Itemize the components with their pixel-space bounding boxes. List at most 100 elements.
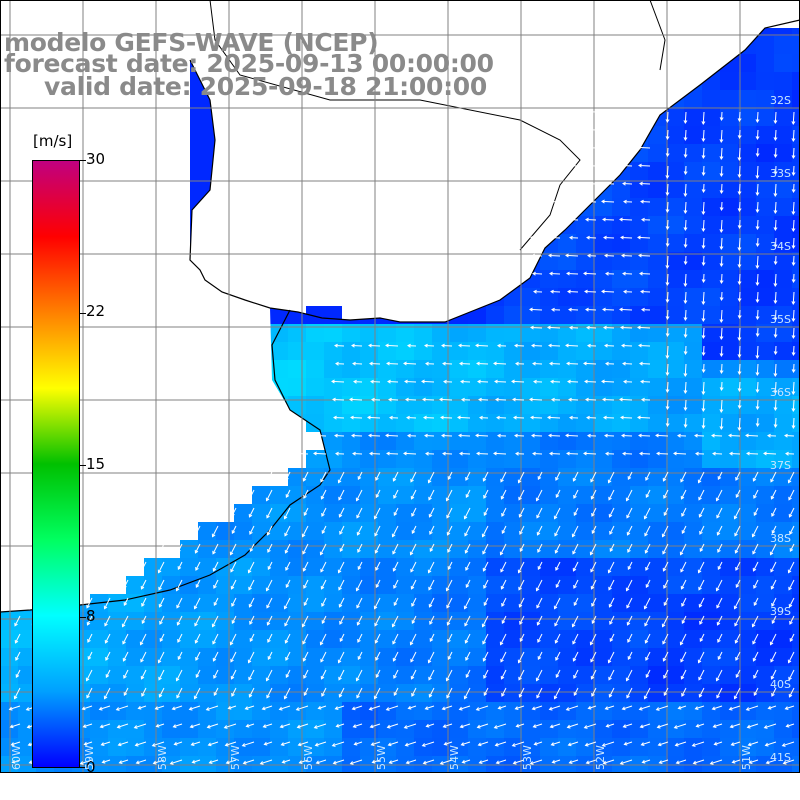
wind-arrow-head <box>568 217 572 222</box>
wind-arrow <box>440 416 453 419</box>
wind-arrow-head <box>638 433 642 438</box>
sea-cell <box>270 702 288 720</box>
wind-arrow-head <box>621 343 625 348</box>
wind-arrow-head <box>604 163 608 168</box>
wind-arrow-head <box>353 379 357 384</box>
sea-cell <box>468 576 486 594</box>
sea-cell <box>756 594 774 612</box>
wind-arrow-head <box>532 271 536 276</box>
wind-arrow <box>702 399 705 412</box>
wind-arrow <box>738 327 741 341</box>
sea-cell <box>486 324 504 342</box>
wind-arrow <box>565 254 579 257</box>
wind-arrow-head <box>529 307 533 312</box>
sea-cell <box>18 738 36 756</box>
sea-cell <box>738 720 756 738</box>
wind-arrow <box>756 255 759 269</box>
sea-cell <box>198 126 216 144</box>
sea-cell <box>576 648 594 666</box>
wind-arrow <box>583 452 597 455</box>
sea-cell <box>612 414 630 432</box>
wind-arrow-head <box>755 423 760 427</box>
sea-cell <box>720 216 738 234</box>
wind-arrow-head <box>385 343 389 348</box>
wind-arrow-head <box>586 235 590 240</box>
sea-cell <box>540 288 558 306</box>
sea-cell <box>378 504 396 522</box>
sea-cell <box>396 720 414 738</box>
wind-arrow-head <box>459 451 463 456</box>
sea-cell <box>0 702 18 720</box>
wind-arrow <box>738 237 741 251</box>
sea-cell <box>486 486 504 504</box>
sea-cell <box>270 612 288 630</box>
wind-arrow <box>385 434 399 437</box>
sea-cell <box>630 198 648 216</box>
sea-cell <box>306 486 324 504</box>
sea-cell <box>684 126 702 144</box>
sea-cell <box>720 540 738 558</box>
wind-arrow-head <box>458 433 462 438</box>
sea-cell <box>414 576 432 594</box>
wind-arrow <box>637 236 651 239</box>
wind-arrow-head <box>622 271 626 276</box>
wind-arrow <box>720 363 723 374</box>
wind-arrow <box>774 111 777 124</box>
wind-arrow <box>738 291 741 302</box>
wind-arrow-head <box>620 145 624 150</box>
sea-cell <box>180 594 198 612</box>
wind-arrow-head <box>683 227 688 231</box>
lat-label: 33S <box>770 167 791 180</box>
sea-cell <box>756 414 774 432</box>
wind-arrow-head <box>583 271 587 276</box>
wind-arrow-head <box>317 433 321 438</box>
wind-arrow-head <box>603 145 607 150</box>
wind-arrow-head <box>737 135 742 139</box>
sea-cell <box>450 468 468 486</box>
sea-cell <box>180 738 198 756</box>
wind-arrow-head <box>619 217 623 222</box>
sea-cell <box>684 540 702 558</box>
sea-cell <box>630 180 648 198</box>
wind-arrow-head <box>403 451 407 456</box>
wind-arrow-head <box>565 433 569 438</box>
sea-cell <box>720 684 738 702</box>
sea-cell <box>360 486 378 504</box>
sea-cell <box>738 252 756 270</box>
sea-cell <box>684 216 702 234</box>
sea-cell <box>702 720 720 738</box>
wind-arrow <box>720 219 723 233</box>
sea-cell <box>702 738 720 756</box>
sea-cell <box>414 720 432 738</box>
sea-cell <box>144 684 162 702</box>
sea-cell <box>414 324 432 342</box>
sea-cell <box>522 630 540 648</box>
sea-cell <box>90 702 108 720</box>
sea-cell <box>558 540 576 558</box>
sea-cell <box>252 702 270 720</box>
sea-cell <box>522 522 540 540</box>
sea-cell <box>504 486 522 504</box>
sea-cell <box>702 378 720 396</box>
sea-cell <box>108 648 126 666</box>
sea-cell <box>288 720 306 738</box>
sea-cell <box>756 36 774 54</box>
sea-cell <box>540 396 558 414</box>
sea-cell <box>540 720 558 738</box>
wind-arrow <box>476 452 489 455</box>
wind-arrow-head <box>583 361 587 366</box>
colorbar-tick-30: 30 <box>86 150 106 168</box>
wind-arrow <box>774 147 777 158</box>
sea-cell <box>306 684 324 702</box>
sea-cell <box>198 558 216 576</box>
sea-cell <box>306 612 324 630</box>
wind-arrow <box>720 309 723 323</box>
wind-arrow <box>738 111 741 122</box>
sea-cell <box>666 126 684 144</box>
sea-cell <box>90 738 108 756</box>
sea-cell <box>486 360 504 378</box>
wind-arrow <box>684 399 687 411</box>
sea-cell <box>774 720 792 738</box>
wind-arrow <box>684 255 687 265</box>
sea-cell <box>324 666 342 684</box>
